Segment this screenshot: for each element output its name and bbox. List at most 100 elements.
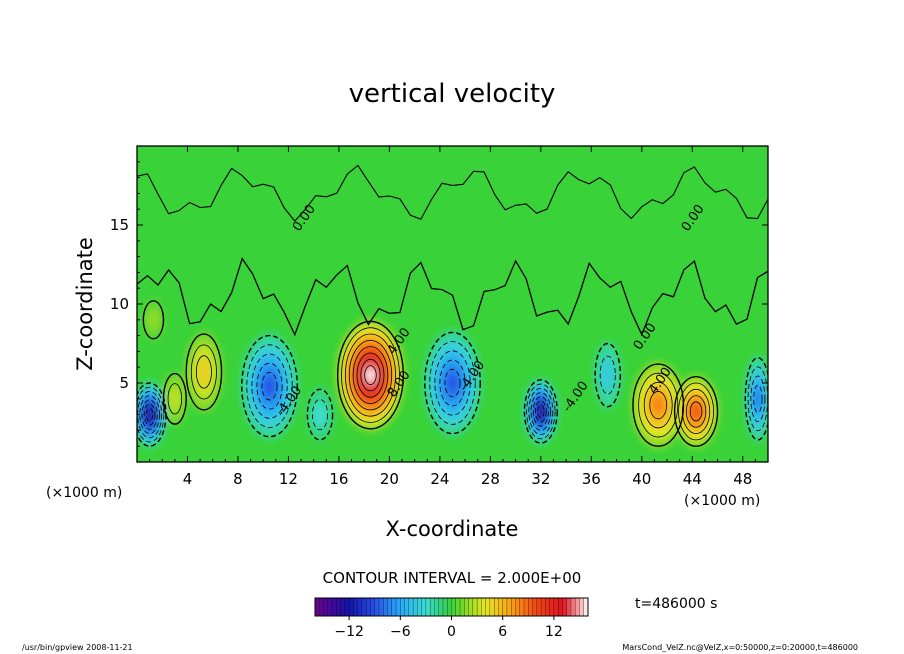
colorbar-swatch-37 <box>472 597 478 617</box>
colorbar-swatch-49 <box>523 597 529 617</box>
colorbar-swatch-11 <box>361 597 367 617</box>
x-tick-label-3: 16 <box>329 470 348 488</box>
colorbar-tick-label-0: −12 <box>334 624 364 640</box>
colorbar-swatch-32 <box>451 597 457 617</box>
colorbar-swatches <box>314 597 589 617</box>
colorbar-swatch-7 <box>344 597 350 617</box>
colorbar-swatch-28 <box>434 597 440 617</box>
contour-4-4 <box>444 368 461 398</box>
colorbar-swatch-5 <box>336 597 342 617</box>
contour-3-1 <box>246 344 293 428</box>
x-axis-unit-right: (×1000 m) <box>684 493 760 509</box>
colorbar-swatch-62 <box>579 597 585 617</box>
colorbar-swatch-56 <box>553 597 559 617</box>
x-tick-label-8: 36 <box>582 470 601 488</box>
contour-2-1 <box>526 383 556 440</box>
contour-2-4 <box>532 396 549 427</box>
colorbar-swatch-47 <box>515 597 521 617</box>
colorbar-swatch-10 <box>357 597 363 617</box>
contour-2-5 <box>534 400 547 423</box>
contour-6-1 <box>678 382 715 441</box>
colorbar-swatch-52 <box>536 597 542 617</box>
contour-4-1 <box>429 341 476 425</box>
colorbar-swatch-55 <box>549 597 555 617</box>
x-axis-unit-left: (×1000 m) <box>46 485 122 501</box>
contour-lines <box>137 164 768 447</box>
colorbar-swatch-46 <box>511 597 516 617</box>
colorbar-ticks: −12 −6 0 6 12 <box>334 616 563 640</box>
colorbar-swatch-6 <box>340 597 346 617</box>
contour-4-3 <box>439 359 466 407</box>
field-patch-12-3 <box>754 388 762 410</box>
colorbar-swatch-25 <box>421 597 427 617</box>
contour-interval-label: CONTOUR INTERVAL = 2.000E+00 <box>323 569 582 587</box>
field-patch-3-4 <box>263 375 276 397</box>
contour-5-2 <box>643 381 673 429</box>
field-patch-5-3 <box>651 394 665 416</box>
contour-0-2 <box>344 333 396 417</box>
contour-2-6 <box>537 404 545 419</box>
colorbar-swatch-40 <box>485 597 491 617</box>
colorbar-swatch-61 <box>575 597 580 617</box>
colorbar-swatch-19 <box>395 597 401 617</box>
field-patch-0-7 <box>366 368 375 383</box>
colorbar-swatch-13 <box>370 597 376 617</box>
contour-6-3 <box>685 395 707 428</box>
colorbar-swatch-48 <box>519 597 525 617</box>
contour-1-6 <box>145 407 154 422</box>
field-patch-1-6 <box>147 409 153 420</box>
colorbar-swatch-16 <box>383 597 388 617</box>
time-label: t=486000 s <box>635 596 717 612</box>
contour-0-6 <box>360 358 381 392</box>
contour-7-2 <box>195 355 212 389</box>
contour-4-2 <box>434 350 471 416</box>
colorbar-swatch-12 <box>366 597 371 617</box>
colorbar-swatch-18 <box>391 597 397 617</box>
contour-1-5 <box>143 403 156 426</box>
zero-contour-line <box>137 257 768 337</box>
colorbar-swatch-51 <box>532 597 538 617</box>
contour-8-0 <box>162 372 187 425</box>
colorbar-swatch-38 <box>476 597 482 617</box>
colorbar-swatch-20 <box>400 597 406 617</box>
colorbar-swatch-8 <box>348 597 354 617</box>
y-tick-label-1: 10 <box>110 295 129 313</box>
contour-5-3 <box>649 391 668 420</box>
contour-4-0 <box>424 331 481 435</box>
y-tick-label-2: 15 <box>110 216 129 234</box>
colorbar-swatch-39 <box>481 597 487 617</box>
x-tick-label-6: 28 <box>481 470 500 488</box>
contour-1-4 <box>141 399 158 430</box>
colorbar-swatch-26 <box>425 597 431 617</box>
contour-7-1 <box>190 344 217 400</box>
x-tick-label-0: 4 <box>183 470 193 488</box>
contour-0-4 <box>352 346 389 404</box>
colorbar-swatch-33 <box>455 597 461 617</box>
footer-right: MarsCond_VelZ.nc@VelZ,x=0:50000,z=0:2000… <box>622 643 858 652</box>
x-tick-label-1: 8 <box>233 470 243 488</box>
field-patch-7-2 <box>197 358 211 386</box>
colorbar-swatch-0 <box>314 597 320 617</box>
contour-8-1 <box>167 383 183 415</box>
colorbar-swatch-59 <box>566 597 572 617</box>
colorbar-swatch-43 <box>498 597 504 617</box>
contour-10-0 <box>306 388 334 441</box>
contour-5-0 <box>632 363 685 447</box>
contour-1-1 <box>137 386 165 443</box>
colorbar-swatch-30 <box>442 597 448 617</box>
contour-10-1 <box>312 399 328 431</box>
colorbar-swatch-9 <box>353 597 359 617</box>
x-axis-ticks: 4 8 12 16 20 24 28 32 36 40 44 48 <box>149 146 756 488</box>
contour-2-2 <box>528 387 554 436</box>
colorbar-swatch-31 <box>447 597 452 617</box>
contour-12-2 <box>750 375 766 423</box>
colorbar-swatch-57 <box>557 597 563 617</box>
colorbar-swatch-36 <box>468 597 474 617</box>
colorbar-swatch-54 <box>545 597 551 617</box>
x-tick-label-9: 40 <box>632 470 651 488</box>
contour-0-1 <box>341 327 400 423</box>
y-axis-label: Z-coordinate <box>73 237 97 371</box>
contour-0-7 <box>364 365 377 385</box>
colorbar-swatch-50 <box>528 597 533 617</box>
contour-6-2 <box>682 388 711 434</box>
